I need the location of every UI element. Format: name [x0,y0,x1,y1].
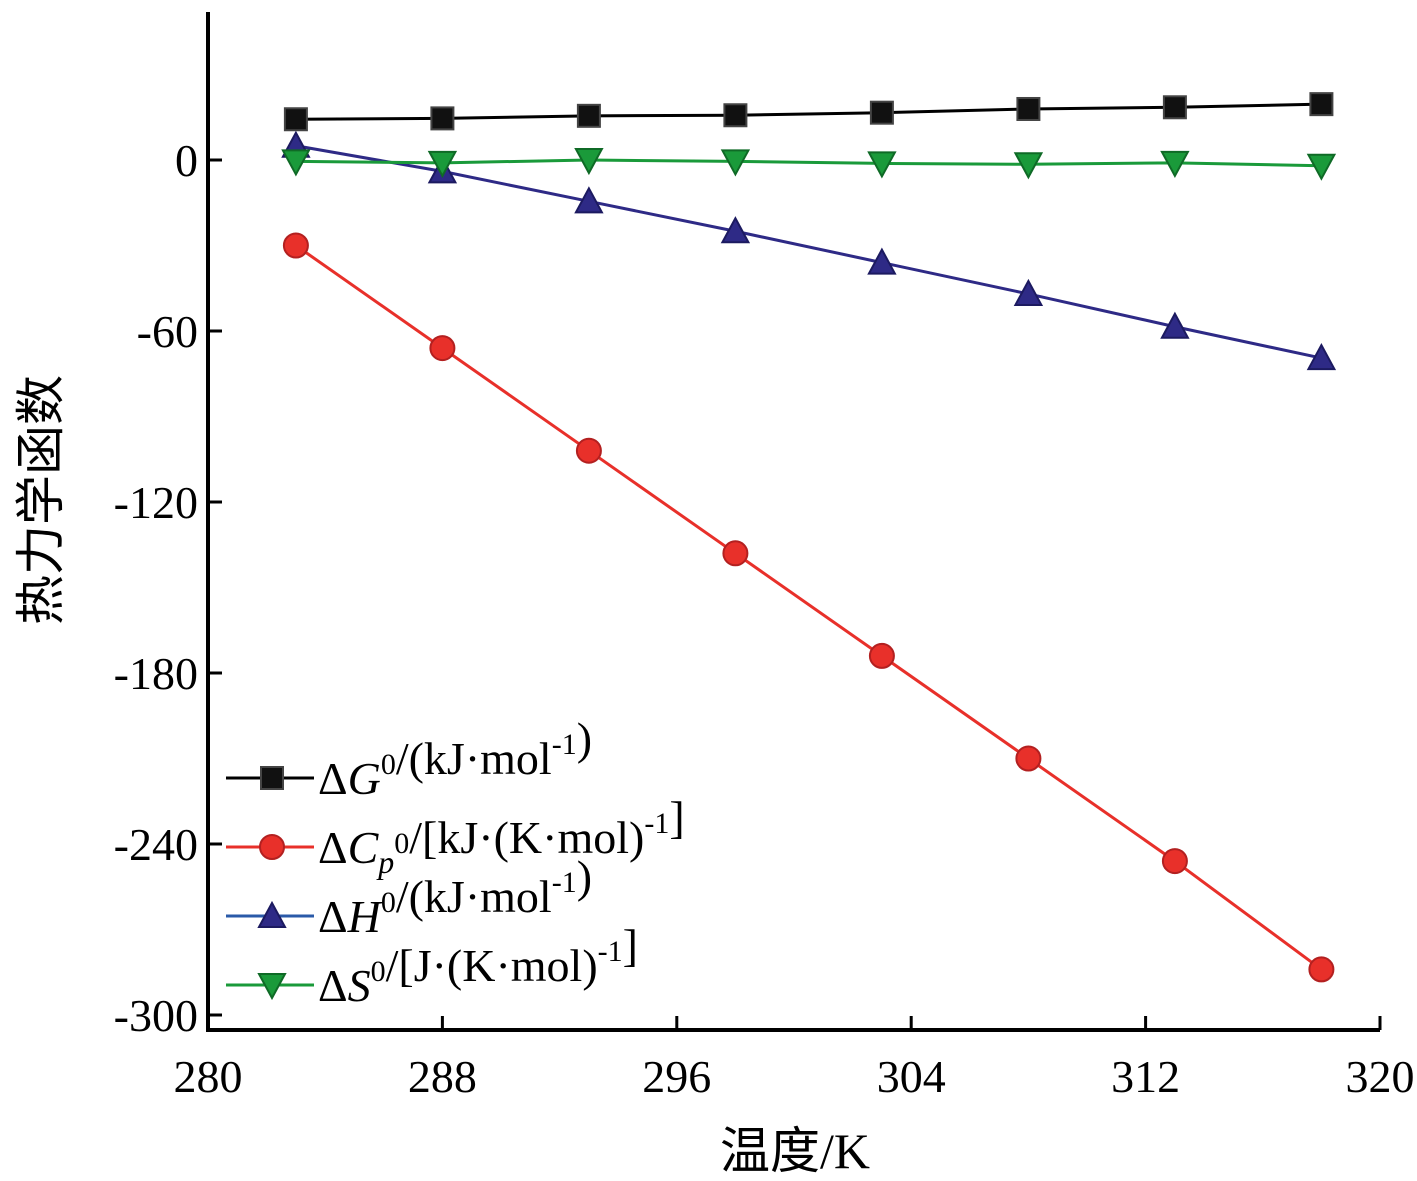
legend-item: ΔS0/[J·(K·mol)-1] [222,920,782,1015]
data-point [257,900,287,928]
data-point [869,100,894,125]
y-tick-label: -120 [114,477,198,528]
data-point [868,642,895,669]
legend-label: ΔCp0/[kJ·(K·mol)-1] [318,792,685,880]
data-point [1013,152,1044,180]
legend-item-background [222,746,782,808]
data-point [1013,278,1044,306]
y-axis-label: 热力学函数 [13,375,69,625]
data-point [259,834,285,860]
data-point [576,103,601,128]
series-triangle-down [281,148,1337,181]
series-line [295,102,1322,121]
x-tick-label: 288 [408,1051,477,1102]
legend-label: ΔS0/[J·(K·mol)-1] [318,920,638,1011]
data-point [1160,311,1190,339]
legend-label: ΔG0/(kJ·mol-1) [318,713,592,804]
y-tick-label: -60 [137,306,198,357]
data-point [1308,956,1335,983]
legend-item: ΔH0/(kJ·mol-1) [222,851,782,946]
x-axis-label: 温度/K [720,1123,870,1179]
y-tick-label: -180 [114,648,198,699]
y-tick-label: -300 [114,990,198,1041]
y-tick-label: -240 [114,819,198,870]
x-tick-label: 280 [174,1051,243,1102]
axes: 280 288 296 304 312 320 0 -60 -120 -180 -240 -300 [114,12,1415,1102]
legend-item-background [222,815,782,877]
legend-item: ΔG0/(kJ·mol-1) [222,713,782,808]
data-point [430,106,455,131]
legend-label: ΔH0/(kJ·mol-1) [318,851,592,942]
series-line [295,244,1323,971]
legend-item: ΔCp0/[kJ·(K·mol)-1] [222,792,782,880]
data-point [867,247,897,275]
legend-item-background [222,884,782,946]
series-line [295,158,1322,168]
data-point [1309,92,1334,117]
data-point [722,540,749,567]
series-line [295,144,1322,360]
data-point [427,150,458,178]
x-tick-label: 296 [642,1051,711,1102]
series-layer [281,92,1337,983]
data-point [1016,96,1041,121]
series-square [283,92,1334,132]
data-point [1161,848,1188,875]
data-point [281,149,311,177]
data-point [575,437,602,464]
data-point [723,103,748,128]
data-point [720,149,751,177]
y-tick-label: 0 [175,135,198,186]
series-circle [282,232,1335,983]
data-point [867,151,897,179]
legend-item-background [222,953,782,1015]
data-point [257,973,287,1001]
x-tick-label: 304 [877,1051,946,1102]
data-point [1306,342,1337,371]
data-point [574,148,604,176]
legend: ΔG0/(kJ·mol-1)ΔCp0/[kJ·(K·mol)-1]ΔH0/(kJ… [222,713,782,1015]
data-point [720,216,751,244]
data-point [282,232,309,259]
data-point [260,766,284,790]
data-point [1160,150,1190,178]
data-point [429,335,456,362]
x-tick-label: 312 [1111,1051,1180,1102]
data-point [1162,95,1187,120]
data-point [574,186,604,214]
data-point [283,107,308,132]
x-tick-label: 320 [1346,1051,1415,1102]
data-point [1306,153,1337,181]
data-point [1015,745,1042,772]
